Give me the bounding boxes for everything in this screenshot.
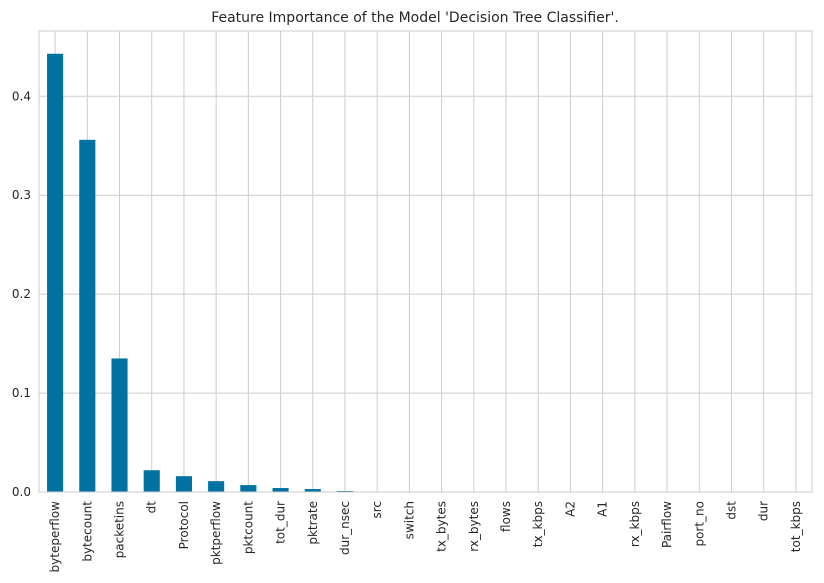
bars <box>47 53 354 492</box>
x-tick-label: tot_kbps <box>789 501 803 552</box>
y-tick-label: 0.4 <box>12 89 31 103</box>
x-tick-label: flows <box>499 501 513 532</box>
y-tick-label: 0.0 <box>12 485 31 499</box>
y-tick-label: 0.1 <box>12 386 31 400</box>
x-tick-label: packetins <box>113 501 127 558</box>
bar-bytecount <box>79 139 96 492</box>
x-tick-label: pktperflow <box>209 501 223 565</box>
bar-pktcount <box>240 485 257 492</box>
x-tick-label: src <box>370 501 384 519</box>
y-tick-label: 0.3 <box>12 188 31 202</box>
x-tick-label: A1 <box>596 501 610 517</box>
x-tick-label: Protocol <box>177 501 191 549</box>
x-tick-label: A2 <box>563 501 577 517</box>
x-tick-label: bytecount <box>80 501 94 562</box>
y-tick-label: 0.2 <box>12 287 31 301</box>
x-tick-label: tx_bytes <box>435 501 449 552</box>
x-tick-label: rx_bytes <box>467 501 481 552</box>
bar-pktrate <box>304 489 321 492</box>
x-tick-label: tx_kbps <box>531 501 545 547</box>
bar-Protocol <box>175 476 192 492</box>
bar-byteperflow <box>47 53 64 492</box>
plot-frame <box>38 30 813 493</box>
x-tick-label: port_no <box>692 501 706 547</box>
x-axis-ticks: byteperflow bytecount packetins dt Protocol p… <box>48 501 803 573</box>
x-tick-label: pktcount <box>241 501 255 554</box>
bar-pktperflow <box>208 481 225 492</box>
x-tick-label: dst <box>724 501 738 520</box>
x-tick-label: pktrate <box>306 501 320 545</box>
x-tick-label: dur_nsec <box>338 501 352 555</box>
y-axis-ticks: 0.0 0.1 0.2 0.3 0.4 <box>12 89 31 499</box>
x-tick-label: tot_dur <box>274 501 288 544</box>
bar-packetins <box>111 358 128 492</box>
x-tick-label: rx_kbps <box>628 501 642 547</box>
x-tick-label: switch <box>402 501 416 539</box>
x-tick-label: byteperflow <box>48 501 62 573</box>
x-tick-label: Pairflow <box>660 501 674 548</box>
x-tick-label: dt <box>145 501 159 514</box>
chart-title: Feature Importance of the Model 'Decisio… <box>211 10 619 26</box>
bar-dt <box>143 470 160 492</box>
x-tick-label: dur <box>757 501 771 521</box>
bar-tot_dur <box>272 488 289 492</box>
grid <box>39 31 812 493</box>
